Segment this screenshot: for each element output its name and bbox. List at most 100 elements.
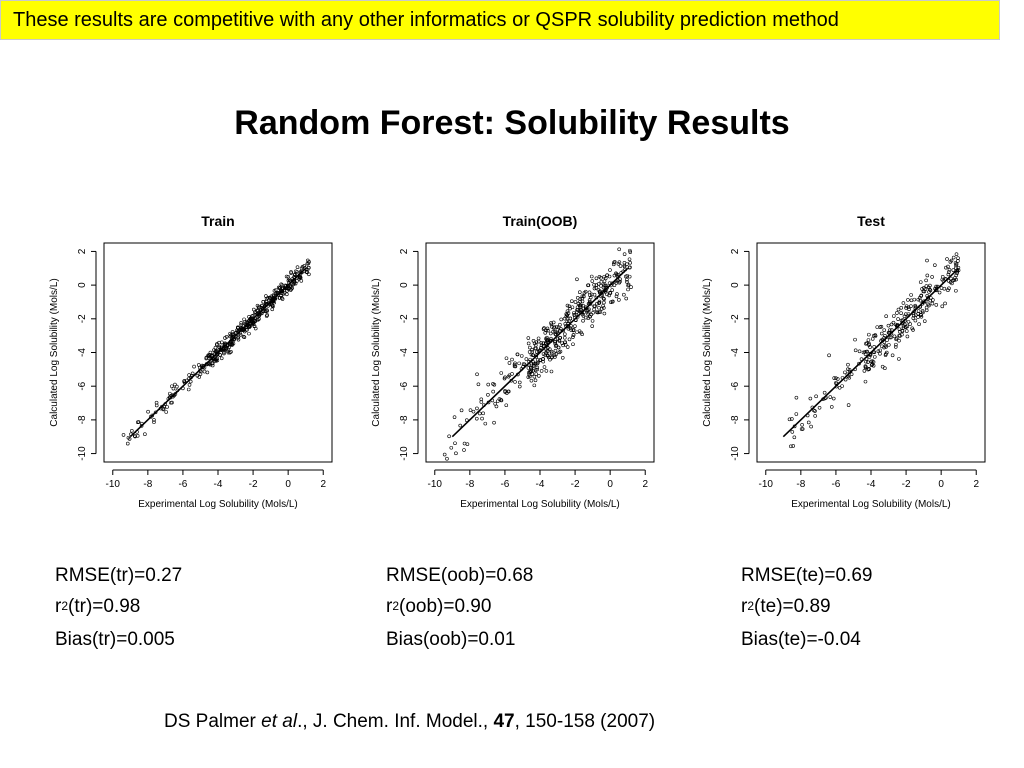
data-point [627,265,632,270]
data-point [284,274,289,279]
chart-panel-test: Test -10 -8 -6 -4 -2 0 2 -10 -8 -6 -4 -2 0 2 Experiment… [698,205,998,515]
data-point [541,343,546,348]
data-point [827,353,831,358]
data-point [475,372,479,377]
data-point [900,328,905,333]
data-point [226,347,230,352]
data-point [236,325,240,330]
data-point [949,276,953,281]
data-point [919,293,924,298]
y-tick-label: -6 [730,381,741,390]
data-point [598,310,603,314]
data-point [905,324,910,329]
data-point [919,314,924,319]
data-point [563,332,567,336]
data-point [567,337,572,342]
data-point [569,324,573,328]
data-point [464,418,469,423]
data-point [951,268,956,272]
data-point [584,315,588,320]
data-point [499,371,504,375]
data-point [507,361,512,365]
data-point [587,290,592,295]
data-point [529,378,534,383]
data-point [894,342,898,347]
data-point [212,348,216,352]
data-point [168,391,172,396]
data-point [477,411,482,416]
data-point [947,270,951,274]
data-point [906,305,911,310]
y-tick-label: -4 [730,348,741,357]
data-point [544,369,549,373]
x-axis-label: Experimental Log Solubility (Mols/L) [138,499,298,510]
data-point [270,307,275,312]
data-point [921,310,925,315]
data-point [580,299,585,304]
data-point [954,252,959,256]
data-point [573,300,578,304]
data-point [255,317,260,322]
data-point [599,279,604,284]
x-tick-label: -8 [143,479,152,490]
data-point [515,352,520,357]
data-point [578,305,583,309]
data-point [126,435,131,440]
data-point [864,364,868,369]
data-point [458,423,463,428]
data-point [280,283,285,287]
data-point [622,252,627,256]
data-point [615,292,619,296]
data-point [228,331,232,336]
data-point [139,424,144,428]
data-point [843,377,848,382]
data-point [536,336,541,341]
data-point [539,369,544,373]
data-point [946,264,950,269]
data-point [459,408,464,413]
data-point [925,273,930,278]
data-point [913,318,918,323]
data-point [476,382,481,387]
y-tick-label: -6 [77,381,88,390]
data-point [954,266,958,270]
data-point [579,303,583,308]
data-point [243,320,247,324]
data-point [588,300,592,304]
data-point [864,341,868,346]
data-point [594,283,599,287]
data-point [907,307,911,311]
data-point [292,281,296,286]
data-point [879,331,884,336]
data-point [447,434,451,439]
data-point [153,410,158,415]
data-point [279,282,284,287]
x-tick-label: -8 [465,479,474,490]
data-point [922,319,927,323]
data-point [206,353,211,357]
data-point [892,334,897,339]
data-point [817,405,822,410]
data-point [870,362,875,367]
data-point [593,304,597,309]
data-point [866,360,870,364]
data-point [897,327,902,331]
data-point [544,328,549,333]
data-point [916,315,920,319]
data-point [584,306,588,311]
data-point [492,420,496,425]
data-point [554,343,559,348]
data-point [257,304,261,309]
data-point [219,356,224,361]
data-point [506,389,511,394]
data-point [471,409,476,414]
data-point [534,372,539,376]
x-tick-label: 0 [938,479,944,490]
x-tick-label: 2 [642,479,648,490]
data-point [220,340,224,345]
r2-label: r2(tr)=0.98 [55,596,141,617]
data-point [925,258,929,263]
data-point [561,328,566,333]
data-point [875,325,880,329]
data-point [952,278,957,282]
